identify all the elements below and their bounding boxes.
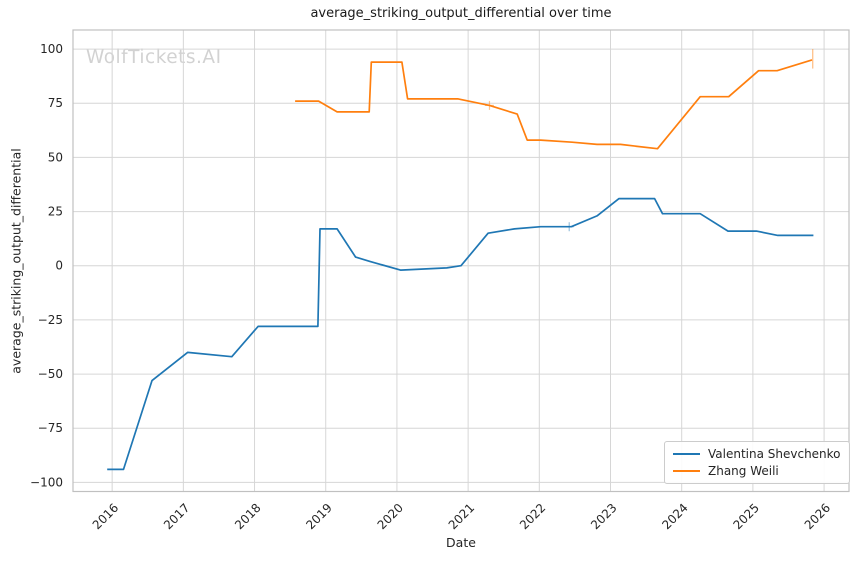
legend-item-zhang-weili: Zhang Weili (673, 464, 841, 478)
legend-line-swatch-orange (673, 470, 700, 472)
x-axis-label: Date (446, 535, 476, 550)
x-tick-label: 2019 (303, 501, 334, 532)
legend: Valentina Shevchenko Zhang Weili (664, 441, 850, 484)
series-line-valentina-shevchenko (107, 197, 814, 471)
plot-border (72, 29, 850, 493)
x-tick-label: 2020 (375, 501, 406, 532)
y-tick-label: −50 (38, 367, 63, 381)
x-tick-label: 2022 (517, 501, 548, 532)
legend-label: Zhang Weili (708, 464, 779, 478)
y-tick-label: 25 (48, 205, 63, 219)
legend-item-valentina-shevchenko: Valentina Shevchenko (673, 447, 841, 461)
series-line-zhang-weili (295, 59, 813, 150)
x-tick-label: 2026 (802, 501, 833, 532)
y-tick-label: −100 (30, 475, 63, 489)
y-axis-label: average_striking_output_differential (8, 148, 24, 374)
x-tick-label: 2017 (161, 501, 192, 532)
y-tick-label: 75 (48, 96, 63, 110)
legend-label: Valentina Shevchenko (708, 447, 841, 461)
legend-line-swatch-blue (673, 453, 700, 455)
chart-title: average_striking_output_differential ove… (310, 6, 612, 21)
y-tick-label: 0 (55, 259, 63, 273)
y-tick-label: 50 (48, 150, 63, 164)
watermark-text: WolfTickets.AI (86, 47, 222, 68)
x-tick-label: 2021 (446, 501, 477, 532)
x-tick-label: 2023 (588, 501, 619, 532)
x-tick-label: 2024 (659, 501, 690, 532)
x-tick-label: 2016 (90, 501, 121, 532)
y-tick-label: 100 (40, 42, 63, 56)
y-tick-label: −75 (38, 421, 63, 435)
y-tick-label: −25 (38, 313, 63, 327)
x-tick-label: 2025 (731, 501, 762, 532)
x-tick-label: 2018 (232, 501, 263, 532)
